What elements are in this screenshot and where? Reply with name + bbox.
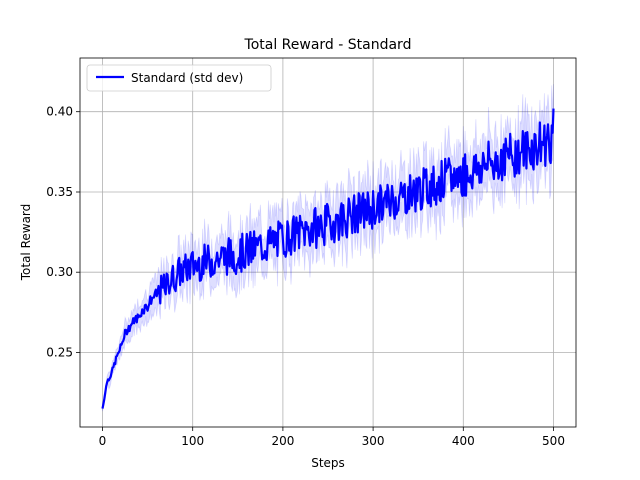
- y-tick-label: 0.40: [46, 105, 73, 119]
- x-tick-label: 500: [542, 434, 565, 448]
- x-tick-label: 400: [452, 434, 475, 448]
- x-tick-label: 0: [99, 434, 107, 448]
- axis-ticks: 0 100 200 300 400 500 0.25 0.30 0.35 0.40: [46, 105, 565, 448]
- std-dev-band: [102, 84, 554, 412]
- grid: [80, 58, 576, 427]
- y-tick-label: 0.35: [46, 185, 73, 199]
- y-tick-label: 0.30: [46, 265, 73, 279]
- plot-frame: [79, 57, 577, 428]
- series-line-standard: [101, 108, 555, 409]
- x-tick-label: 100: [181, 434, 204, 448]
- legend: Standard (std dev): [86, 64, 272, 92]
- y-tick-label: 0.25: [46, 345, 73, 359]
- y-axis-label: Total Reward: [19, 204, 33, 282]
- chart-title: Total Reward - Standard: [244, 37, 412, 53]
- legend-box: [86, 64, 272, 92]
- legend-label-standard: Standard (std dev): [131, 71, 243, 85]
- x-tick-label: 300: [362, 434, 385, 448]
- x-tick-label: 200: [271, 434, 294, 448]
- x-axis-label: Steps: [311, 456, 345, 470]
